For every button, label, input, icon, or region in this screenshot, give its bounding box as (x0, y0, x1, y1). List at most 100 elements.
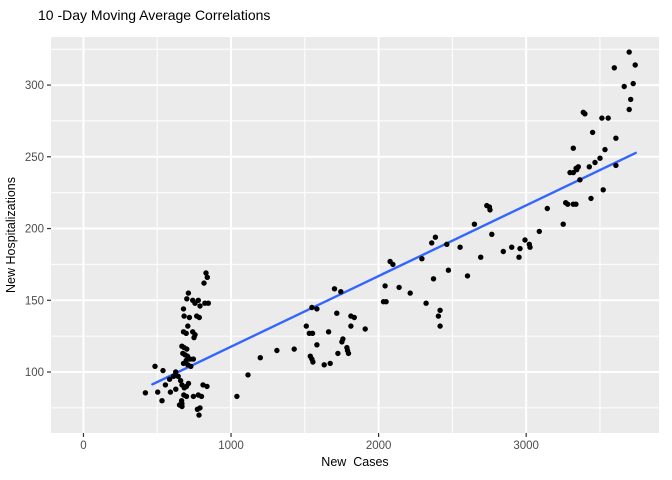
scatter-point (173, 369, 179, 375)
scatter-point (383, 299, 389, 305)
scatter-point (489, 231, 495, 237)
scatter-point (430, 276, 437, 282)
scatter-point (478, 254, 484, 260)
scatter-point (338, 289, 344, 295)
scatter-point (152, 363, 158, 369)
scatter-point (382, 283, 388, 289)
scatter-point (186, 314, 193, 321)
scatter-point (613, 135, 619, 141)
scatter-point (527, 244, 533, 250)
scatter-point (166, 376, 173, 382)
scatter-point (309, 304, 315, 311)
chart-title: 10 -Day Moving Average Correlations (38, 7, 271, 23)
scatter-point (198, 393, 205, 400)
scatter-point (457, 244, 463, 250)
scatter-point (588, 195, 594, 202)
y-axis-tick-label: 150 (25, 295, 44, 307)
scatter-point (586, 164, 592, 170)
x-axis-tick-label: 2000 (366, 440, 392, 452)
scatter-point (184, 296, 190, 302)
scatter-point (190, 393, 197, 400)
scatter-point (621, 83, 627, 90)
scatter-point (487, 207, 493, 213)
scatter-point (611, 65, 617, 71)
scatter-point (345, 350, 352, 357)
scatter-point (190, 356, 197, 362)
y-axis-tick-label: 250 (25, 152, 44, 164)
scatter-point (500, 248, 506, 255)
scatter-point (437, 307, 443, 313)
scatter-point (188, 363, 194, 369)
scatter-point (464, 273, 471, 279)
scatter-point (314, 306, 320, 312)
scatter-point (196, 412, 202, 418)
scatter-point (155, 389, 161, 395)
scatter-point (567, 169, 573, 176)
scatter-point (185, 380, 192, 387)
scatter-point (335, 350, 341, 357)
scatter-point (516, 254, 522, 260)
scatter-point (396, 284, 402, 291)
scatter-point (574, 167, 580, 173)
plot-panel (51, 37, 659, 433)
scatter-point (159, 398, 165, 404)
scatter-point (602, 146, 608, 153)
scatter-point (197, 405, 203, 411)
scatter-point (179, 403, 185, 410)
scatter-point (325, 329, 332, 335)
scatter-point (274, 347, 280, 354)
scatter-point (632, 62, 638, 68)
scatter-point (205, 300, 211, 306)
scatter-point (471, 221, 478, 227)
scatter-point (348, 323, 354, 329)
scatter-point (234, 393, 240, 400)
scatter-point (257, 355, 263, 361)
trend-line (151, 151, 637, 386)
scatter-point (423, 300, 429, 306)
scatter-point (522, 237, 528, 243)
scatter-point (429, 240, 435, 246)
scatter-point (626, 106, 632, 113)
scatter-point (419, 256, 425, 262)
scatter-point (570, 201, 576, 207)
scatter-point (432, 234, 439, 240)
x-axis-label: New Cases (321, 455, 388, 469)
scatter-point (570, 145, 576, 151)
scatter-point (191, 334, 197, 341)
scatter-point (327, 360, 333, 367)
scatter-point (204, 383, 210, 390)
scatter-point (175, 373, 181, 379)
y-axis-label: New Hospitalizations (4, 177, 18, 293)
scatter-point (630, 80, 636, 87)
scatter-point (196, 314, 202, 321)
scatter-point (444, 241, 450, 247)
scatter-point (167, 389, 174, 395)
scatter-point (309, 330, 316, 336)
scatter-point (597, 155, 603, 161)
x-axis-tick-label: 0 (80, 440, 86, 452)
scatter-point (626, 49, 632, 55)
scatter-point (310, 359, 316, 365)
scatter-point (142, 390, 149, 396)
scatter-point (184, 346, 190, 352)
scatter-point (351, 314, 357, 321)
scatter-point (435, 313, 442, 319)
scatter-point (445, 267, 452, 273)
scatter-point (185, 323, 191, 329)
scatter-point (245, 372, 251, 378)
scatter-point (303, 323, 309, 329)
scatter-point (160, 367, 166, 374)
y-axis-tick-label: 300 (25, 80, 44, 92)
scatter-point (291, 346, 297, 352)
scatter-point (605, 115, 611, 121)
y-axis-tick-label: 100 (25, 367, 44, 379)
scatter-point (192, 300, 198, 306)
scatter-point (180, 360, 187, 367)
scatter-point (331, 286, 338, 292)
scatter-point (201, 280, 207, 286)
scatter-point (340, 336, 346, 342)
scatter-point (589, 129, 596, 136)
scatter-point (204, 274, 210, 280)
scatter-point (536, 228, 542, 235)
